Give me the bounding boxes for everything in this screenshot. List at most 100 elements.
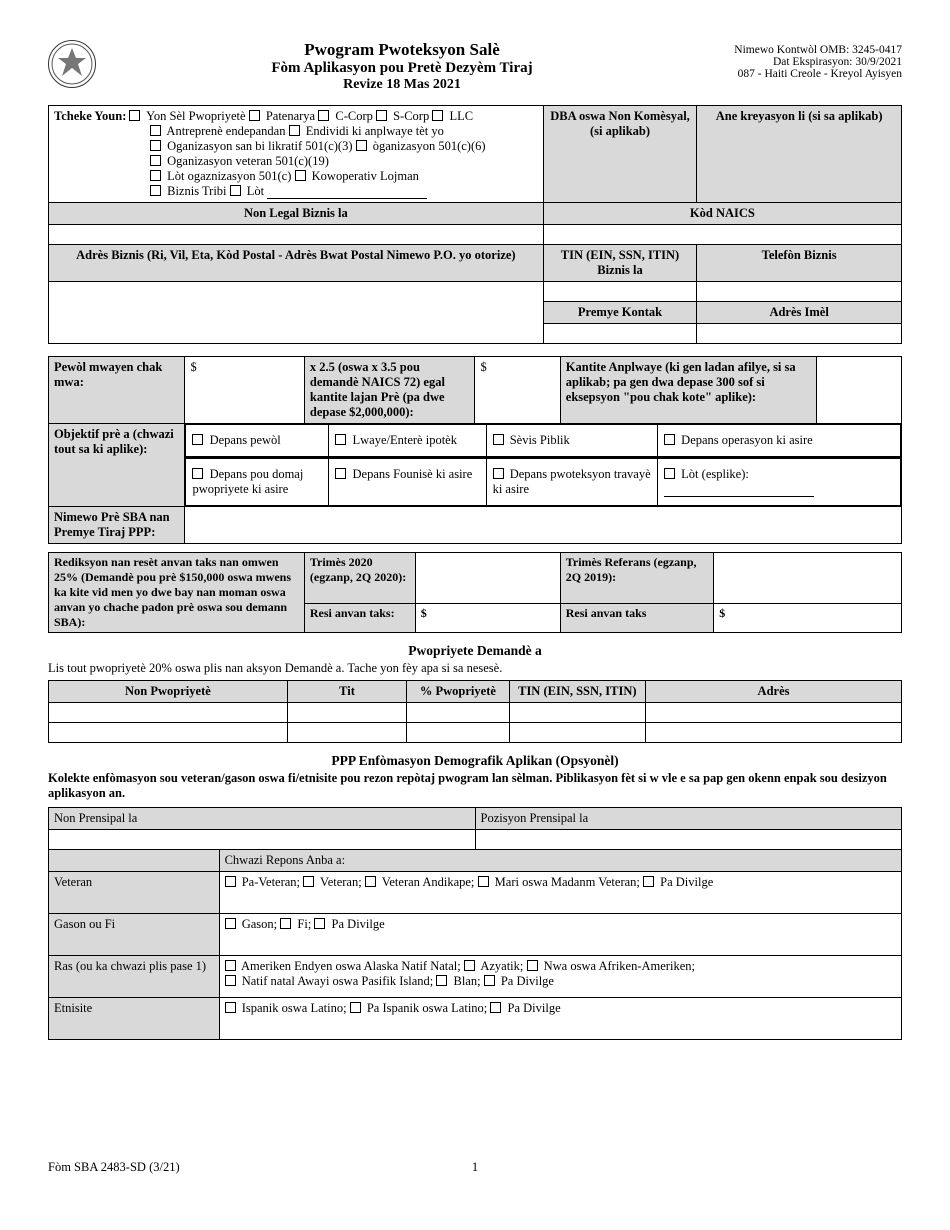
title-block: Pwogram Pwoteksyon Salè Fòm Aplikasyon p… bbox=[112, 40, 692, 93]
purpose-cell: Depans Founisè ki asire bbox=[329, 459, 486, 506]
qref-label: Trimès Referans (egzanp, 2Q 2019): bbox=[560, 553, 714, 604]
checkbox[interactable] bbox=[303, 876, 314, 887]
purpose-cell: Sèvis Piblik bbox=[486, 425, 657, 457]
checkbox[interactable] bbox=[356, 140, 367, 151]
purpose-cell: Lwaye/Enterè ipotèk bbox=[329, 425, 486, 457]
checkbox[interactable] bbox=[150, 155, 161, 166]
owner-name-field[interactable] bbox=[49, 723, 288, 743]
checkbox[interactable] bbox=[129, 110, 140, 121]
checkbox[interactable] bbox=[225, 876, 236, 887]
checkbox[interactable] bbox=[150, 125, 161, 136]
loan-calc-table: Pewòl mwayen chak mwa: $ x 2.5 (oswa x 3… bbox=[48, 356, 902, 544]
owner-pct-field[interactable] bbox=[407, 723, 509, 743]
employees-field[interactable] bbox=[816, 357, 901, 424]
checkbox[interactable] bbox=[365, 876, 376, 887]
legal-name-field[interactable] bbox=[49, 225, 544, 245]
page-header: Pwogram Pwoteksyon Salè Fòm Aplikasyon p… bbox=[48, 40, 902, 93]
owner-title-field[interactable] bbox=[287, 703, 406, 723]
purpose-cell: Depans pewòl bbox=[186, 425, 329, 457]
expiry-date: Dat Ekspirasyon: 30/9/2021 bbox=[692, 56, 902, 68]
owner-tin-field[interactable] bbox=[509, 723, 645, 743]
q2020-field[interactable] bbox=[415, 553, 560, 604]
phone-header: Telefòn Biznis bbox=[697, 245, 902, 282]
checkbox[interactable] bbox=[230, 185, 241, 196]
checkbox[interactable] bbox=[432, 110, 443, 121]
reduction-table: Rediksyon nan resèt anvan taks nan omwen… bbox=[48, 552, 902, 633]
checkbox[interactable] bbox=[464, 960, 475, 971]
checkbox[interactable] bbox=[150, 170, 161, 181]
page-footer: Fòm SBA 2483-SD (3/21) 1 bbox=[48, 1160, 902, 1175]
demo-row-options: Pa-Veteran; Veteran; Veteran Andikape; M… bbox=[219, 872, 901, 914]
owner-addr-field[interactable] bbox=[646, 723, 902, 743]
checkbox[interactable] bbox=[150, 185, 161, 196]
naics-header: Kòd NAICS bbox=[543, 203, 901, 225]
checkbox[interactable] bbox=[350, 1002, 361, 1013]
purpose-cell: Depans pwoteksyon travayè ki asire bbox=[486, 459, 657, 506]
checkbox[interactable] bbox=[484, 975, 495, 986]
ownership-col-header: % Pwopriyetè bbox=[407, 681, 509, 703]
owner-tin-field[interactable] bbox=[509, 703, 645, 723]
phone-field[interactable] bbox=[697, 282, 902, 302]
checkbox[interactable] bbox=[493, 434, 504, 445]
ownership-subtitle: Lis tout pwopriyetè 20% oswa plis nan ak… bbox=[48, 661, 902, 676]
checkbox[interactable] bbox=[225, 960, 236, 971]
demo-name-header: Non Prensipal la bbox=[49, 808, 476, 830]
checkbox[interactable] bbox=[318, 110, 329, 121]
qref-field[interactable] bbox=[714, 553, 902, 604]
checkbox[interactable] bbox=[225, 1002, 236, 1013]
address-field[interactable] bbox=[49, 282, 544, 344]
demo-name-field[interactable] bbox=[49, 830, 476, 850]
loan-amount-field[interactable]: $ bbox=[475, 357, 560, 424]
demo-row-options: Ameriken Endyen oswa Alaska Natif Natal;… bbox=[219, 956, 901, 998]
checkbox[interactable] bbox=[436, 975, 447, 986]
contact-field[interactable] bbox=[543, 324, 697, 344]
email-field[interactable] bbox=[697, 324, 902, 344]
checkbox[interactable] bbox=[376, 110, 387, 121]
checkbox[interactable] bbox=[289, 125, 300, 136]
checkbox[interactable] bbox=[314, 918, 325, 929]
checkbox[interactable] bbox=[490, 1002, 501, 1013]
title-line-1: Pwogram Pwoteksyon Salè bbox=[112, 40, 692, 60]
ownership-title: Pwopriyete Demandè a bbox=[48, 643, 902, 659]
sba-loan-field[interactable] bbox=[185, 507, 902, 544]
checkbox[interactable] bbox=[225, 918, 236, 929]
demo-row-label: Ras (ou ka chwazi plis pase 1) bbox=[49, 956, 220, 998]
demo-row-options: Gason; Fi; Pa Divilge bbox=[219, 914, 901, 956]
demo-pos-field[interactable] bbox=[475, 830, 902, 850]
title-line-2: Fòm Aplikasyon pou Pretè Dezyèm Tiraj bbox=[112, 60, 692, 77]
checkbox[interactable] bbox=[643, 876, 654, 887]
checkbox[interactable] bbox=[225, 975, 236, 986]
receipts1-field[interactable]: $ bbox=[415, 603, 560, 632]
checkbox[interactable] bbox=[280, 918, 291, 929]
checkbox[interactable] bbox=[335, 468, 346, 479]
checkbox[interactable] bbox=[192, 434, 203, 445]
checkbox[interactable] bbox=[150, 140, 161, 151]
ownership-table: Non PwopriyetèTit% PwopriyetèTIN (EIN, S… bbox=[48, 680, 902, 743]
multiply-label: x 2.5 (oswa x 3.5 pou demandè NAICS 72) … bbox=[304, 357, 475, 424]
checkbox[interactable] bbox=[664, 468, 675, 479]
receipts2-field[interactable]: $ bbox=[714, 603, 902, 632]
checkbox[interactable] bbox=[192, 468, 203, 479]
owner-title-field[interactable] bbox=[287, 723, 406, 743]
checkbox[interactable] bbox=[249, 110, 260, 121]
naics-field[interactable] bbox=[543, 225, 901, 245]
demo-row-options: Ispanik oswa Latino; Pa Ispanik oswa Lat… bbox=[219, 998, 901, 1040]
demo-row-label: Etnisite bbox=[49, 998, 220, 1040]
tin-field[interactable] bbox=[543, 282, 697, 302]
demo-table: Non Prensipal la Pozisyon Prensipal la bbox=[48, 807, 902, 850]
owner-addr-field[interactable] bbox=[646, 703, 902, 723]
owner-name-field[interactable] bbox=[49, 703, 288, 723]
owner-pct-field[interactable] bbox=[407, 703, 509, 723]
demo-choices-table: Chwazi Repons Anba a: Veteran Pa-Veteran… bbox=[48, 850, 902, 1040]
checkbox[interactable] bbox=[335, 434, 346, 445]
checkbox[interactable] bbox=[295, 170, 306, 181]
payroll-field[interactable]: $ bbox=[185, 357, 304, 424]
purpose-cell: Depans pou domaj pwopriyete ki asire bbox=[186, 459, 329, 506]
business-info-table: Tcheke Youn: Yon Sèl Pwopriyetè Patenary… bbox=[48, 105, 902, 344]
checkbox[interactable] bbox=[664, 434, 675, 445]
checkbox[interactable] bbox=[478, 876, 489, 887]
checkbox[interactable] bbox=[527, 960, 538, 971]
language-code: 087 - Haiti Creole - Kreyol Ayisyen bbox=[692, 68, 902, 80]
checkbox[interactable] bbox=[493, 468, 504, 479]
omb-block: Nimewo Kontwòl OMB: 3245-0417 Dat Ekspir… bbox=[692, 40, 902, 80]
